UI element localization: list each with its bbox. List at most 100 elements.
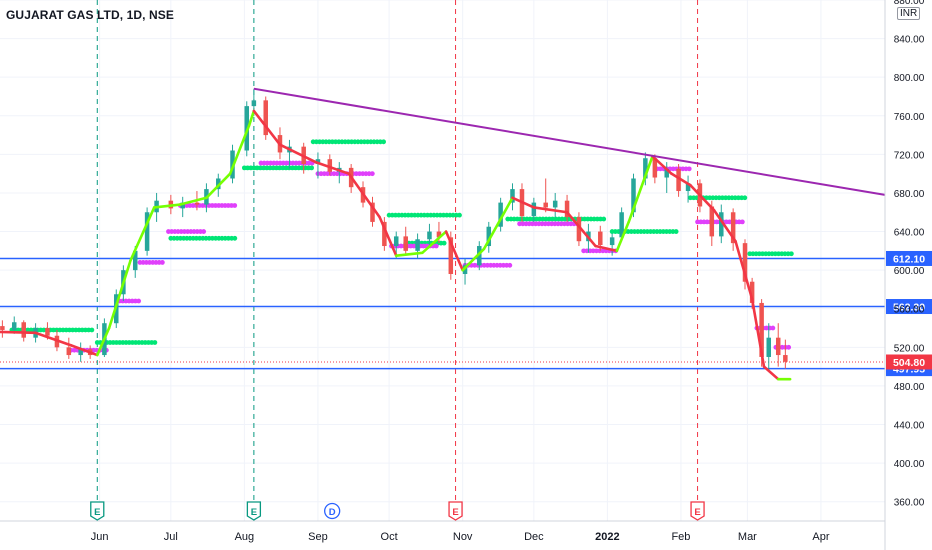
x-tick-label: Aug: [235, 531, 255, 543]
y-tick-label: 480.00: [894, 382, 925, 393]
candle-body: [327, 159, 333, 172]
x-tick-label: Oct: [381, 531, 398, 543]
candle-body: [643, 158, 648, 179]
candle-body: [531, 202, 537, 217]
candle-body: [664, 168, 669, 178]
magenta_resistance-dot: [507, 262, 513, 268]
green_support-dot: [601, 216, 607, 222]
candle-body: [370, 202, 375, 222]
x-tick-label: Apr: [812, 531, 829, 543]
candle-body: [685, 183, 691, 192]
x-tick-label: Feb: [671, 531, 690, 543]
green_support-dot: [152, 340, 158, 345]
event-marker: E: [90, 501, 105, 521]
ma-segment: [511, 196, 536, 209]
candle-body: [78, 349, 83, 356]
candle-body: [263, 100, 268, 136]
candle-body: [775, 337, 781, 356]
ma-segment: [670, 172, 692, 187]
trendline: [253, 87, 886, 196]
candle-body: [486, 226, 492, 247]
event-marker: E: [448, 501, 463, 521]
green_support-dot: [381, 139, 386, 145]
x-tick-label: Jun: [91, 531, 109, 543]
ma-segment: [712, 209, 737, 243]
trendline-layer: [253, 87, 886, 196]
magenta_resistance-dot: [786, 344, 792, 350]
ma-segment: [461, 247, 486, 272]
ma-segment: [0, 330, 37, 335]
candle-body: [498, 202, 503, 227]
candle-body: [510, 189, 515, 203]
ma-segment: [34, 331, 73, 347]
candle-body: [564, 200, 570, 218]
candle-body: [477, 246, 482, 266]
ma-segment: [179, 196, 208, 206]
event-marker: E: [690, 501, 705, 521]
event-marker: E: [246, 501, 262, 521]
event-vertical-lines: [96, 0, 699, 500]
moving-average: [0, 109, 792, 381]
event-marker-letter: D: [329, 507, 336, 518]
last-price-label-bg: [886, 354, 932, 370]
ma-segment: [651, 155, 673, 175]
candle-body: [543, 202, 548, 208]
candle-body: [403, 236, 408, 251]
ma-segment: [252, 109, 282, 147]
ma-segment: [444, 230, 464, 272]
green_support-dot: [673, 229, 679, 234]
level-label: 562.30: [893, 302, 925, 314]
x-tick-label: Nov: [453, 531, 473, 543]
ma-segment: [247, 109, 256, 127]
candle-body: [11, 322, 17, 330]
green_support-dot: [742, 195, 748, 201]
candle-body: [598, 231, 603, 246]
magenta_resistance-dot: [136, 298, 142, 304]
level-label: 612.10: [893, 253, 925, 265]
event-marker-shape: [246, 501, 262, 521]
event-marker-shape: [448, 501, 463, 521]
green_support-dot: [89, 327, 95, 333]
candle-body: [783, 355, 788, 362]
candle-body: [576, 217, 582, 242]
candle-body: [742, 243, 748, 282]
green_support-dot: [232, 235, 238, 241]
ma-segment: [394, 251, 424, 257]
event-marker-shape: [90, 501, 105, 521]
y-tick-label: 560.00: [894, 305, 925, 316]
y-tick-label: 400.00: [894, 459, 925, 470]
magenta_resistance-dot: [159, 260, 165, 265]
x-axis: Jun Jul Aug Sep Oct Nov Dec 2022 Feb Mar Apr: [0, 520, 885, 543]
y-axis: 360.00 400.00 440.00 480.00 520.00 560.00 600.…: [884, 0, 925, 550]
currency-label[interactable]: INR: [897, 7, 921, 20]
magenta_resistance-dot: [433, 243, 439, 249]
ma-segment: [750, 297, 766, 368]
y-tick-label: 840.00: [894, 35, 925, 46]
candle-body: [730, 212, 736, 244]
y-tick-label: 520.00: [894, 343, 925, 354]
candle-body: [382, 221, 387, 247]
candle-body: [759, 302, 764, 357]
event-marker-letter: E: [452, 507, 458, 518]
y-tick-label: 720.00: [894, 150, 925, 161]
event-marker-letter: E: [251, 507, 257, 518]
candle-body: [462, 265, 468, 275]
y-tick-label: 800.00: [894, 73, 925, 84]
candle-body: [619, 212, 624, 238]
green_support-dot: [788, 251, 794, 257]
y-tick-label: 760.00: [894, 112, 925, 123]
candle-body: [719, 212, 724, 237]
candle-body: [144, 212, 150, 251]
ma-segment: [532, 206, 569, 214]
x-tick-label: Mar: [738, 531, 757, 543]
green_support-dot: [309, 165, 314, 171]
magenta_resistance-dot: [770, 325, 776, 331]
level-label-bg: [886, 299, 932, 315]
ma-segment: [378, 215, 398, 257]
ma-segment: [129, 206, 156, 262]
candle-body: [766, 337, 771, 357]
ma-segment: [205, 172, 232, 200]
candle-body: [652, 158, 658, 178]
candle-body: [45, 328, 50, 336]
